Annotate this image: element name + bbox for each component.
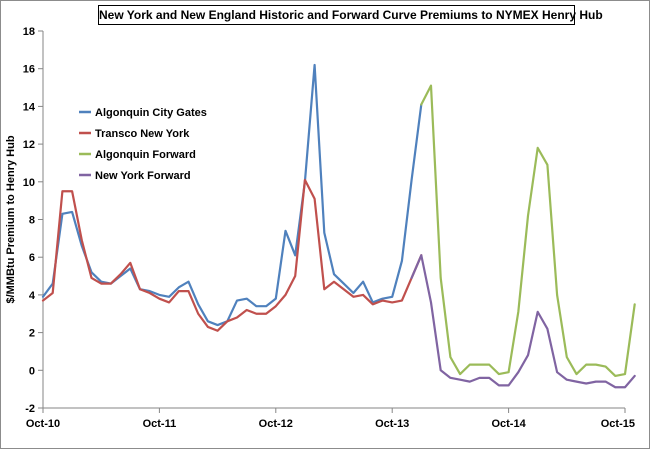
legend-label: Transco New York xyxy=(95,128,190,140)
x-tick-label: Oct-15 xyxy=(601,418,635,430)
y-tick-label: 12 xyxy=(23,139,35,151)
series-line-4 xyxy=(410,254,636,389)
y-axis-label: $/MMBtu Premium to Henry Hub xyxy=(5,135,17,303)
legend: Algonquin City Gates Transco New York Algo… xyxy=(79,107,207,182)
y-tick-label: 2 xyxy=(29,328,35,340)
x-tick-label: Oct-10 xyxy=(26,418,60,430)
x-tick-label: Oct-12 xyxy=(259,418,293,430)
y-tick-label: 8 xyxy=(29,215,35,227)
chart-title: New York and New England Historic and Fo… xyxy=(98,5,603,25)
y-tick-label: 10 xyxy=(23,177,35,189)
y-tick-label: 16 xyxy=(23,64,35,76)
legend-label: New York Forward xyxy=(95,170,191,182)
y-tick-label: 0 xyxy=(29,365,35,377)
y-tick-label: 14 xyxy=(23,101,36,113)
series-line-3 xyxy=(420,84,636,378)
y-tick-label: -2 xyxy=(25,403,35,415)
legend-label: Algonquin Forward xyxy=(95,149,196,161)
axes: -2 0 2 4 6 8 10 12 14 16 18 Oct-10 Oct-11 Oct-12 Oct-1… xyxy=(23,26,635,430)
series-line-2 xyxy=(41,178,423,332)
y-tick-label: 4 xyxy=(29,290,36,302)
series-lines xyxy=(41,63,636,389)
x-tick-label: Oct-13 xyxy=(375,418,409,430)
legend-label: Algonquin City Gates xyxy=(95,107,207,119)
series-line-1 xyxy=(41,63,423,327)
x-tick-label: Oct-14 xyxy=(491,418,526,430)
y-tick-label: 6 xyxy=(29,252,35,264)
y-tick-label: 18 xyxy=(23,26,35,38)
x-tick-label: Oct-11 xyxy=(143,418,177,430)
